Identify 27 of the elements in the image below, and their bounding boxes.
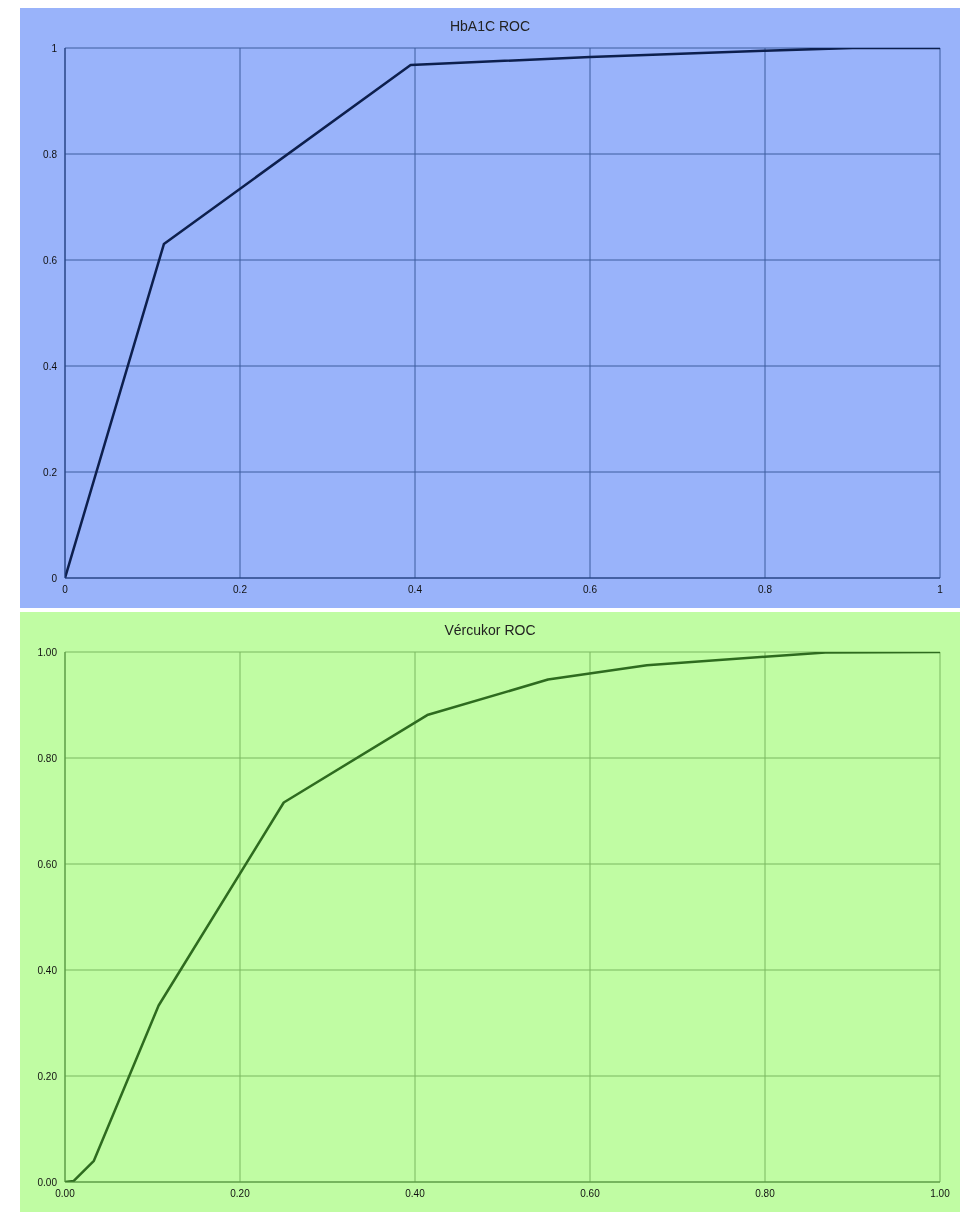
y-tick-label: 1.00: [37, 646, 58, 658]
chart-title: Vércukor ROC: [443, 622, 537, 638]
line-series: [65, 652, 940, 1182]
x-tick-label: 0: [62, 584, 69, 596]
y-tick-label: 0.00: [37, 1176, 58, 1188]
x-tick-label: 0.4: [408, 584, 423, 596]
x-tick-label: 0.20: [230, 1188, 251, 1200]
x-tick-label: 0.40: [405, 1188, 426, 1200]
y-tick-label: 0.40: [37, 964, 58, 976]
y-tick-label: 0.80: [37, 752, 58, 764]
x-tick-label: 0.60: [580, 1188, 601, 1200]
y-tick-label: 1: [51, 42, 58, 54]
y-tick-label: 0.4: [43, 360, 58, 372]
x-tick-label: 0.2: [233, 584, 248, 596]
x-tick-label: 1: [937, 584, 944, 596]
y-tick-label: 0: [51, 572, 58, 584]
x-tick-label: 0.6: [583, 584, 598, 596]
y-tick-label: 0.6: [43, 254, 58, 266]
y-tick-label: 0.2: [43, 466, 58, 478]
x-tick-label: 0.80: [755, 1188, 776, 1200]
y-tick-label: 0.8: [43, 148, 58, 160]
chart-title: HbA1C ROC: [448, 18, 532, 34]
x-tick-label: 0.8: [758, 584, 773, 596]
y-tick-label: 0.20: [37, 1070, 58, 1082]
y-tick-label: 0.60: [37, 858, 58, 870]
x-tick-label: 1.00: [930, 1188, 951, 1200]
line-series: [65, 48, 940, 578]
